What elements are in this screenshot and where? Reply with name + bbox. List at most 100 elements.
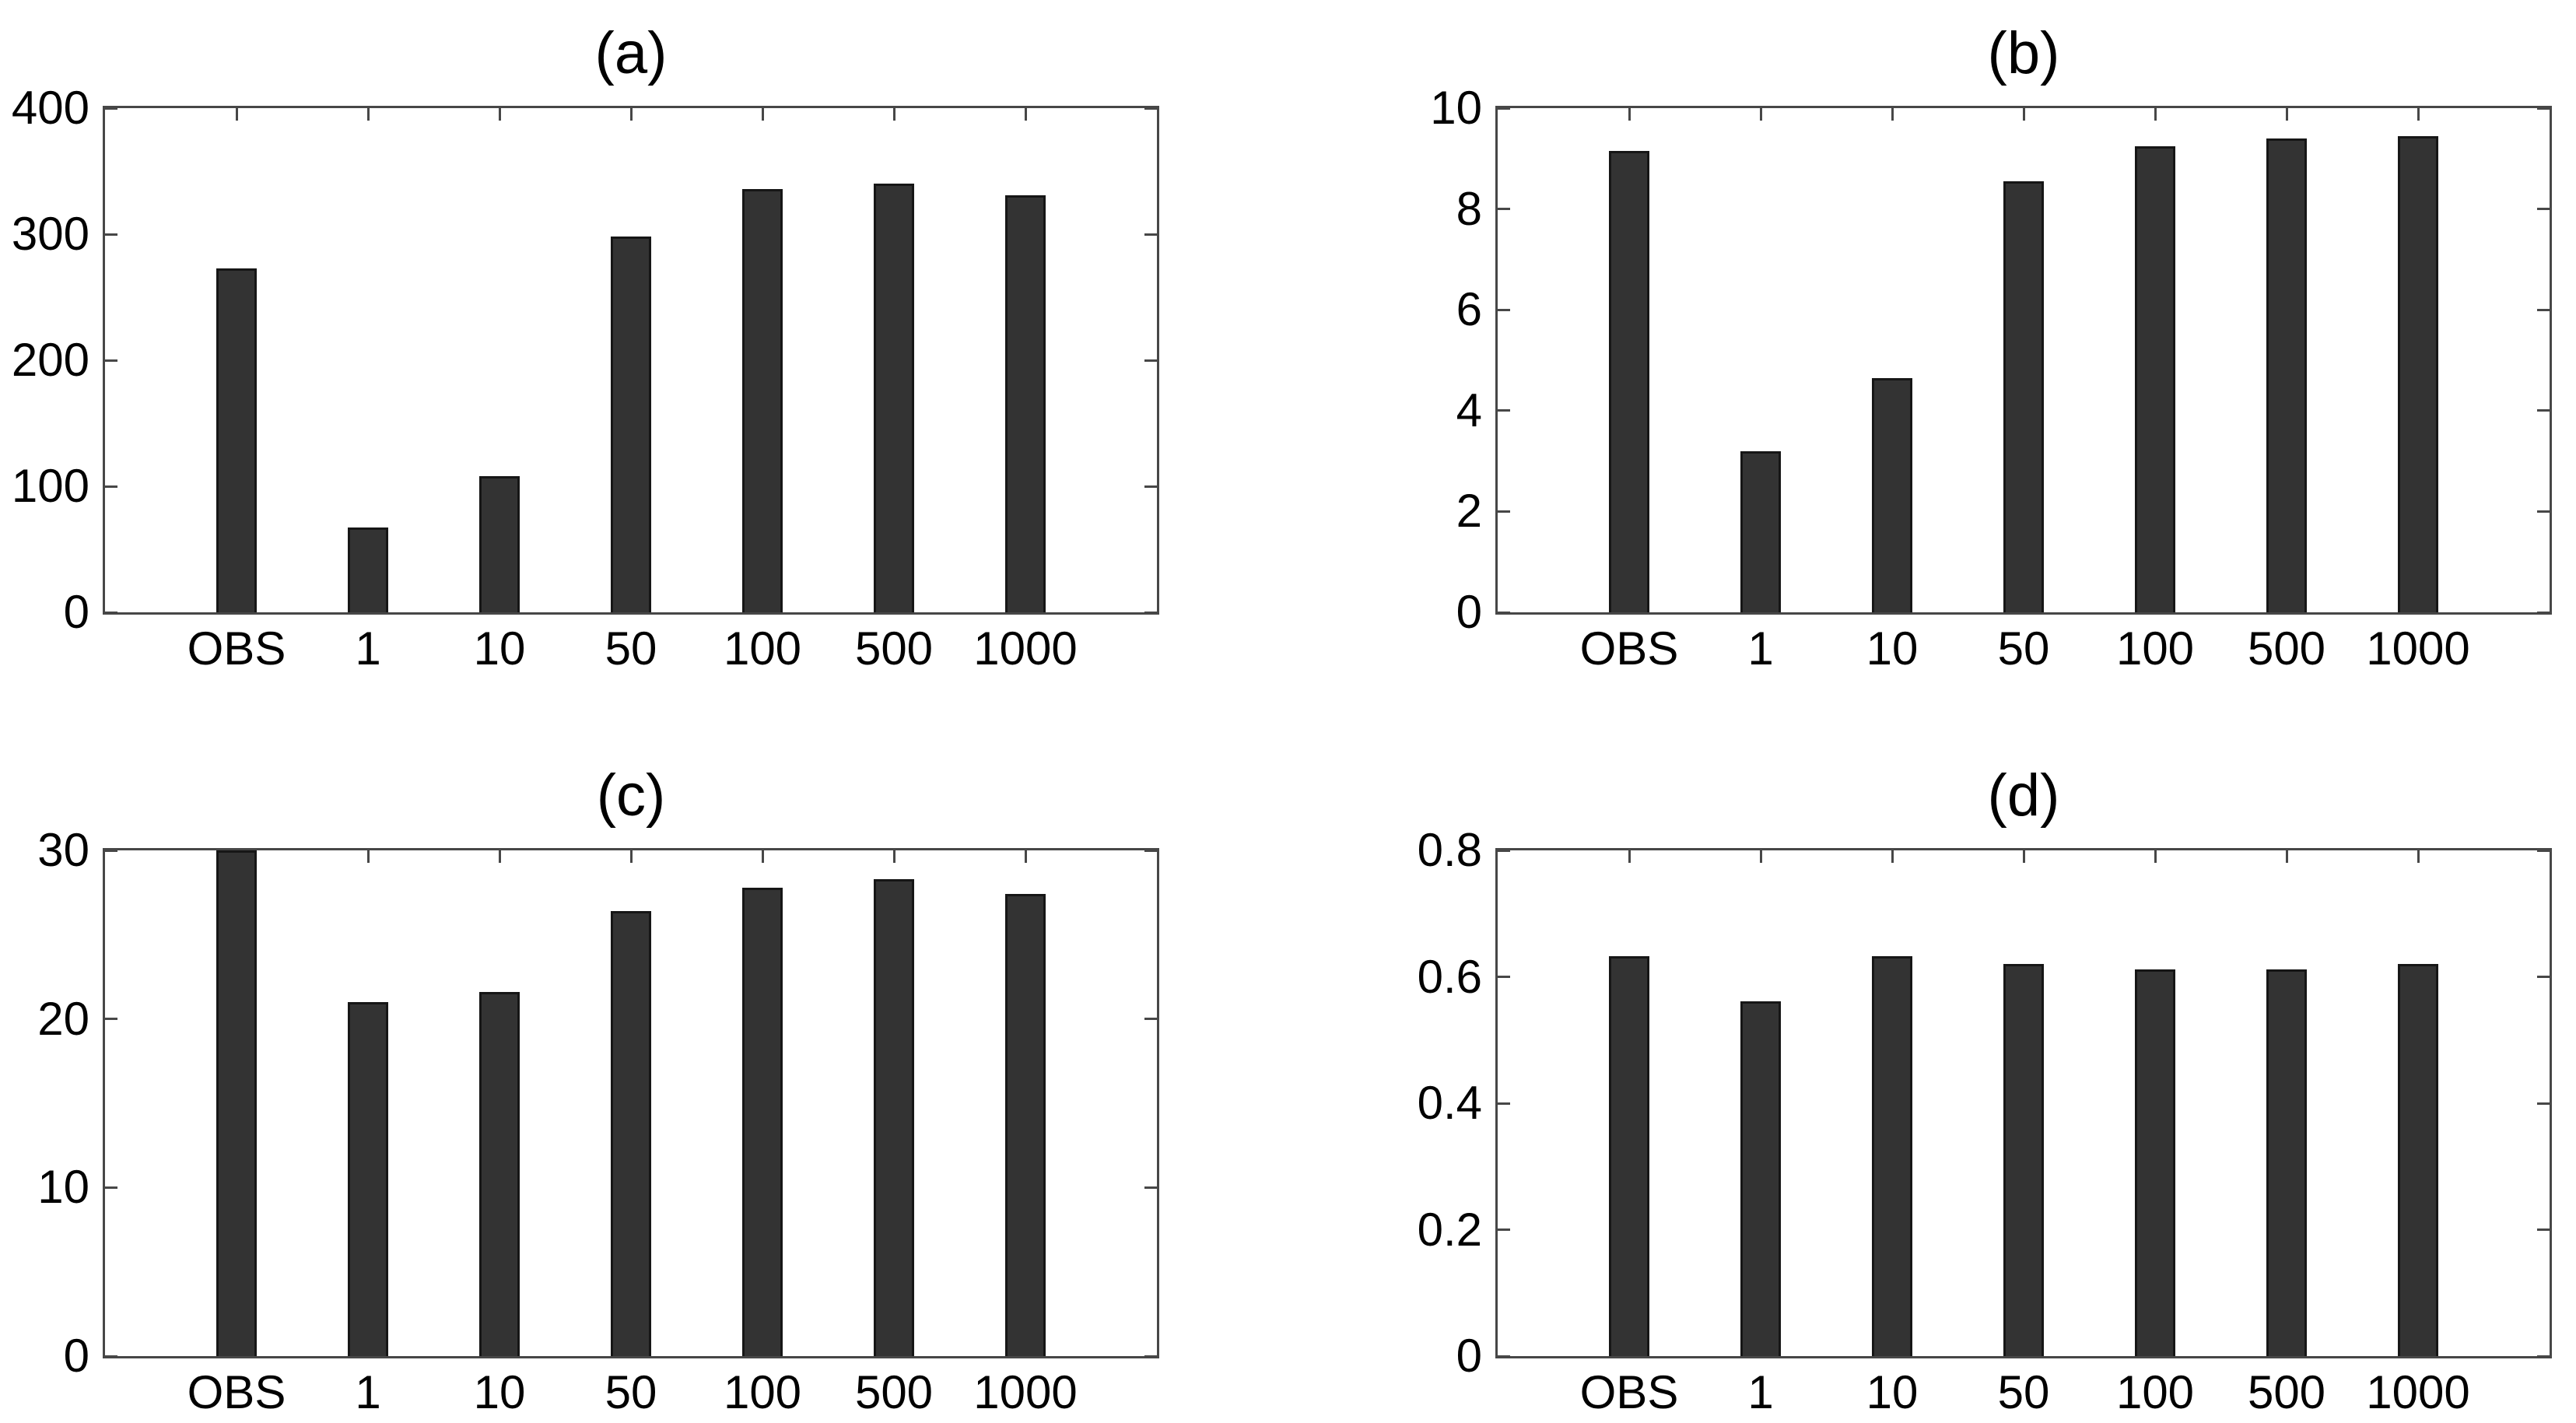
bar-50 [611, 237, 651, 612]
bar-500 [874, 879, 914, 1356]
x-axis-tick-top [366, 850, 370, 863]
bar-10 [479, 476, 520, 612]
y-axis-tick-label: 30 [37, 824, 89, 876]
x-axis-tick-top [2154, 108, 2157, 121]
y-axis-tick-label: 0.8 [1417, 824, 1482, 876]
x-axis-tick-label: OBS [1579, 622, 1679, 675]
y-axis-tick-label: 0 [63, 586, 89, 638]
x-axis-tick-top [892, 850, 895, 863]
bar-100 [2135, 146, 2175, 612]
x-axis-tick-label: OBS [187, 1366, 286, 1418]
y-axis-tick-left [105, 359, 117, 362]
panel-d-title: (d) [1987, 762, 2060, 829]
y-axis-tick-label: 10 [37, 1161, 89, 1214]
x-axis-tick-top [629, 108, 633, 121]
x-axis-tick-label: 100 [723, 1366, 802, 1418]
x-axis-tick-label: 500 [854, 1366, 934, 1418]
x-axis-tick-top [2285, 108, 2288, 121]
y-axis-tick-left [1498, 208, 1510, 211]
x-axis-tick-top [892, 108, 895, 121]
x-axis-tick-label: 10 [473, 1366, 526, 1418]
y-axis-tick-label: 400 [11, 82, 89, 134]
x-axis-tick-label: OBS [1579, 1366, 1679, 1418]
y-axis-tick-label: 4 [1456, 384, 1482, 436]
y-axis-tick-right [1144, 359, 1157, 362]
bar-100 [742, 888, 783, 1356]
x-axis-tick-label: 1000 [2366, 1366, 2470, 1418]
bar-OBS [1609, 956, 1649, 1356]
y-axis-tick-left [105, 233, 117, 236]
bar-10 [1872, 378, 1912, 612]
y-axis-tick-right [2537, 849, 2550, 852]
y-axis-tick-label: 200 [11, 334, 89, 386]
bar-1000 [2398, 964, 2438, 1356]
bar-50 [2003, 181, 2044, 612]
y-axis-tick-right [2537, 1355, 2550, 1358]
y-axis-tick-left [1498, 611, 1510, 614]
bar-1 [1740, 451, 1781, 612]
y-axis-tick-label: 0.2 [1417, 1203, 1482, 1256]
x-axis-tick-label: 1000 [973, 1366, 1078, 1418]
y-axis-tick-left [105, 1186, 117, 1189]
x-axis-tick-top [2417, 108, 2420, 121]
y-axis-tick-label: 6 [1456, 283, 1482, 336]
panel-a-title: (a) [594, 20, 668, 86]
y-axis-tick-right [1144, 107, 1157, 110]
bar-50 [611, 911, 651, 1356]
y-axis-tick-left [1498, 849, 1510, 852]
y-axis-tick-left [1498, 976, 1510, 978]
y-axis-tick-left [1498, 510, 1510, 513]
bar-1000 [1005, 894, 1046, 1356]
x-axis-tick-top [1891, 108, 1894, 121]
y-axis-tick-right [2537, 107, 2550, 110]
x-axis-tick-top [2022, 850, 2025, 863]
y-axis-tick-right [2537, 976, 2550, 978]
y-axis-tick-right [1144, 849, 1157, 852]
bar-500 [874, 184, 914, 612]
y-axis-tick-label: 0.6 [1417, 950, 1482, 1003]
y-axis-tick-left [1498, 1228, 1510, 1231]
y-axis-tick-left [105, 485, 117, 488]
bar-10 [479, 992, 520, 1356]
bar-100 [742, 189, 783, 612]
y-axis-tick-right [2537, 611, 2550, 614]
x-axis-tick-label: 1 [355, 622, 381, 675]
x-axis-tick-label: 1000 [2366, 622, 2470, 675]
y-axis-tick-left [1498, 1102, 1510, 1105]
y-axis-tick-right [2537, 1228, 2550, 1231]
panel-c-title: (c) [596, 762, 666, 829]
y-axis-tick-left [105, 849, 117, 852]
y-axis-tick-label: 0.4 [1417, 1077, 1482, 1129]
bar-500 [2266, 138, 2307, 612]
x-axis-tick-label: 1 [1747, 622, 1774, 675]
x-axis-tick-top [629, 850, 633, 863]
x-axis-tick-top [1759, 850, 1762, 863]
y-axis-tick-right [2537, 208, 2550, 211]
y-axis-tick-left [105, 611, 117, 614]
x-axis-tick-top [1024, 850, 1027, 863]
x-axis-tick-top [761, 850, 764, 863]
x-axis-tick-label: 100 [2115, 622, 2195, 675]
x-axis-tick-top [2154, 850, 2157, 863]
y-axis-tick-right [1144, 233, 1157, 236]
x-axis-tick-top [1628, 108, 1631, 121]
bar-50 [2003, 964, 2044, 1356]
x-axis-tick-top [235, 108, 238, 121]
y-axis-tick-right [2537, 510, 2550, 513]
panel-c-plot: (c) 0 10 20 30 OBS 1 10 50 100 500 1000 [37, 766, 1159, 1416]
y-axis-tick-right [1144, 1018, 1157, 1021]
panel-b-plot: (b) 0 2 4 6 8 10 OBS 1 10 50 100 500 1000 [1430, 24, 2552, 672]
bar-1 [348, 527, 388, 612]
x-axis-tick-top [2022, 108, 2025, 121]
x-axis-tick-top [366, 108, 370, 121]
bar-1000 [1005, 195, 1046, 612]
panel-a-plot: (a) 0 100 200 300 400 OBS 1 10 50 100 500 1000 [12, 24, 1159, 672]
x-axis-tick-top [498, 108, 501, 121]
y-axis-tick-right [1144, 1355, 1157, 1358]
x-axis-tick-label: 50 [1997, 1366, 2050, 1418]
y-axis-tick-left [105, 1018, 117, 1021]
y-axis-tick-label: 300 [11, 208, 89, 260]
x-axis-tick-top [1024, 108, 1027, 121]
y-axis-tick-right [1144, 1186, 1157, 1189]
